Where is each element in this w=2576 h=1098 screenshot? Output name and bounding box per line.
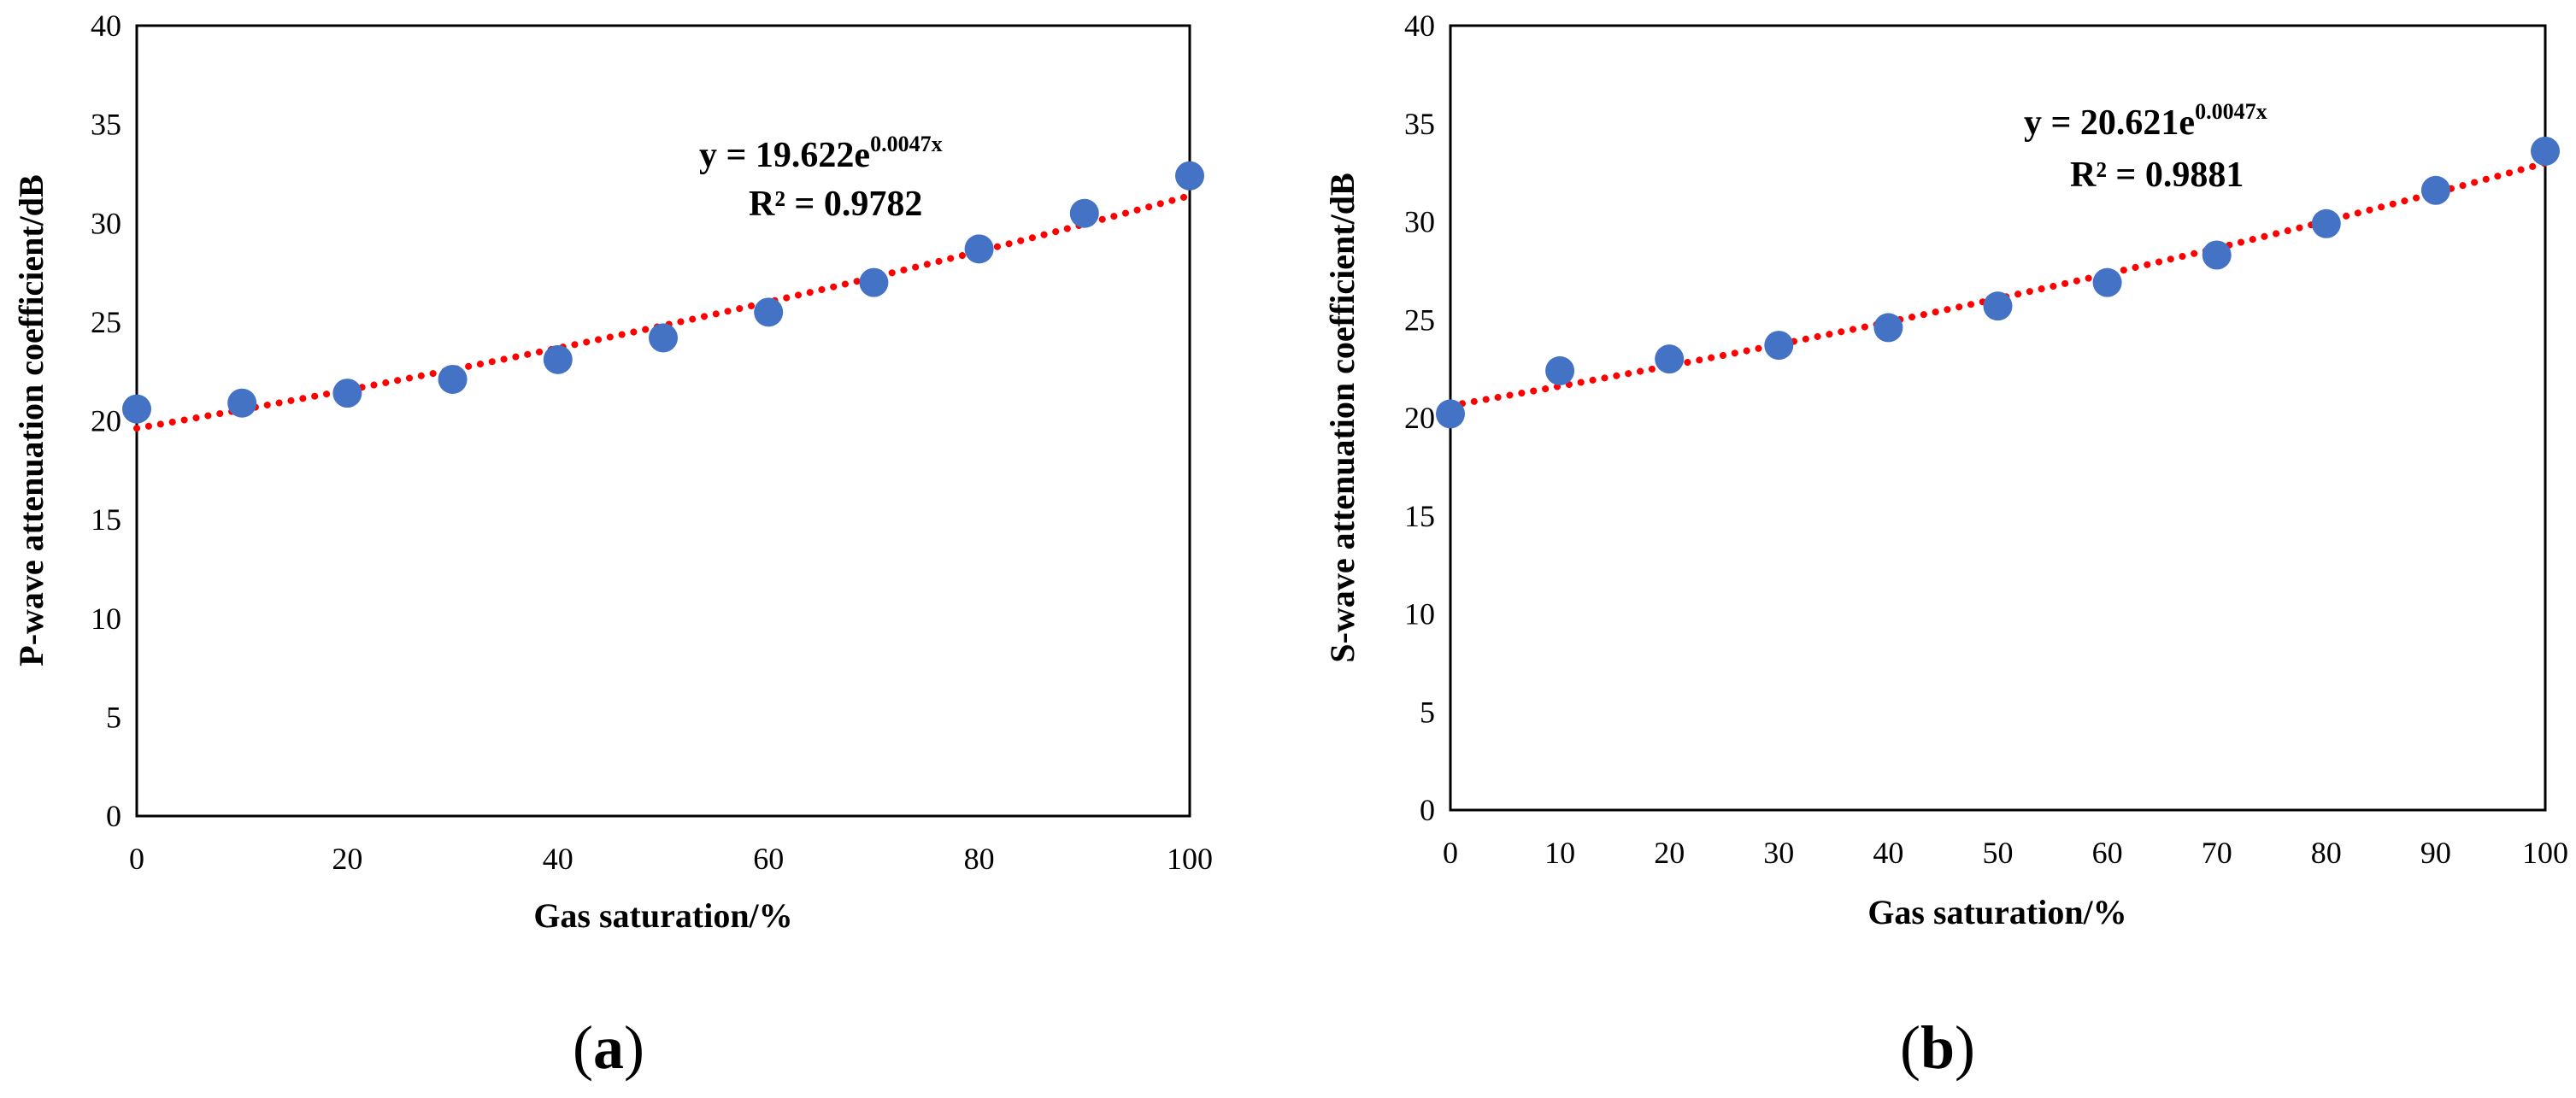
data-point bbox=[2202, 240, 2232, 270]
y-tick-label: 35 bbox=[1404, 107, 1435, 141]
panel-label: (a) bbox=[573, 1013, 644, 1082]
x-tick-label: 50 bbox=[1983, 836, 2014, 870]
data-point bbox=[543, 344, 573, 374]
trendline bbox=[133, 191, 1193, 432]
x-tick-label: 60 bbox=[753, 842, 784, 876]
r-squared-label: R² = 0.9881 bbox=[2070, 156, 2244, 195]
data-point bbox=[1764, 331, 1794, 361]
y-tick-label: 10 bbox=[91, 602, 121, 636]
tick-labels: 0 5 10 15 20 25 30 35 40 0 10 20 30 40 50 60 70 80 90 100 bbox=[1404, 9, 2568, 870]
x-tick-label: 0 bbox=[129, 842, 144, 876]
y-tick-label: 0 bbox=[1420, 793, 1435, 827]
y-axis-title: P-wave attenuation coefficient/dB bbox=[12, 174, 50, 666]
chart-panel-b: 0 5 10 15 20 25 30 35 40 0 10 20 30 40 50 60 70 80 90 100 G… bbox=[1323, 9, 2568, 1082]
data-point bbox=[754, 297, 784, 327]
equation-prefix: y = 19.622e bbox=[699, 136, 870, 175]
data-point bbox=[1069, 198, 1099, 228]
y-tick-label: 40 bbox=[1404, 9, 1435, 43]
data-point bbox=[1545, 355, 1575, 385]
data-point bbox=[1175, 161, 1204, 191]
data-points bbox=[122, 161, 1204, 424]
y-tick-label: 10 bbox=[1404, 597, 1435, 631]
data-point bbox=[859, 267, 889, 297]
x-tick-label: 70 bbox=[2202, 836, 2232, 870]
x-tick-label: 40 bbox=[543, 842, 573, 876]
x-tick-label: 90 bbox=[2420, 836, 2451, 870]
data-point bbox=[1983, 291, 2013, 321]
x-tick-label: 10 bbox=[1544, 836, 1575, 870]
y-tick-label: 25 bbox=[1404, 302, 1435, 337]
data-point bbox=[122, 394, 151, 424]
y-tick-label: 5 bbox=[1420, 695, 1435, 729]
panel-label: (b) bbox=[1900, 1013, 1975, 1082]
x-axis-title: Gas saturation/% bbox=[1867, 893, 2126, 931]
x-tick-label: 100 bbox=[1167, 842, 1213, 876]
equation-exponent: 0.0047x bbox=[870, 132, 943, 156]
x-tick-label: 40 bbox=[1873, 836, 1903, 870]
x-axis-title: Gas saturation/% bbox=[533, 896, 792, 935]
data-point bbox=[1655, 344, 1685, 374]
y-tick-label: 0 bbox=[106, 799, 121, 833]
y-tick-label: 25 bbox=[91, 305, 121, 339]
x-tick-label: 0 bbox=[1443, 836, 1458, 870]
trendline-equation: y = 19.622e0.0047x bbox=[699, 132, 943, 175]
data-points bbox=[1436, 136, 2560, 429]
data-point bbox=[1436, 399, 1465, 429]
data-point bbox=[2311, 208, 2341, 238]
data-point bbox=[2092, 267, 2122, 297]
data-point bbox=[964, 234, 994, 264]
y-tick-label: 20 bbox=[1404, 401, 1435, 435]
x-tick-label: 100 bbox=[2522, 836, 2568, 870]
x-tick-label: 60 bbox=[2092, 836, 2123, 870]
data-point bbox=[2420, 175, 2450, 205]
x-tick-label: 20 bbox=[1654, 836, 1685, 870]
equation-exponent: 0.0047x bbox=[2195, 99, 2267, 124]
trendline-equation: y = 20.621e0.0047x bbox=[2024, 99, 2267, 143]
y-tick-label: 30 bbox=[1404, 205, 1435, 239]
data-point bbox=[2531, 136, 2560, 166]
data-point bbox=[1873, 313, 1903, 343]
tick-labels: 0 5 10 15 20 25 30 35 40 0 20 40 60 80 100 bbox=[91, 9, 1213, 876]
plot-area-frame bbox=[135, 24, 1191, 818]
x-tick-label: 30 bbox=[1763, 836, 1794, 870]
plot-area-frame bbox=[1449, 24, 2547, 812]
r-squared-label: R² = 0.9782 bbox=[749, 185, 922, 224]
y-tick-label: 35 bbox=[91, 108, 121, 142]
chart-panel-a: 0 5 10 15 20 25 30 35 40 0 20 40 60 80 100 Gas saturat… bbox=[12, 9, 1213, 1082]
y-tick-label: 20 bbox=[91, 404, 121, 438]
y-tick-label: 40 bbox=[91, 9, 121, 43]
y-tick-label: 30 bbox=[91, 206, 121, 240]
y-tick-label: 15 bbox=[91, 502, 121, 537]
y-tick-label: 15 bbox=[1404, 499, 1435, 533]
data-point bbox=[649, 323, 678, 353]
data-point bbox=[332, 379, 362, 408]
y-axis-title: S-wave attenuation coefficient/dB bbox=[1323, 173, 1362, 662]
x-tick-label: 80 bbox=[964, 842, 995, 876]
trendline bbox=[1447, 159, 2549, 409]
data-point bbox=[227, 388, 257, 418]
data-point bbox=[438, 364, 468, 394]
x-tick-label: 80 bbox=[2311, 836, 2342, 870]
x-tick-label: 20 bbox=[332, 842, 362, 876]
y-tick-label: 5 bbox=[106, 700, 121, 734]
equation-prefix: y = 20.621e bbox=[2024, 103, 2195, 143]
